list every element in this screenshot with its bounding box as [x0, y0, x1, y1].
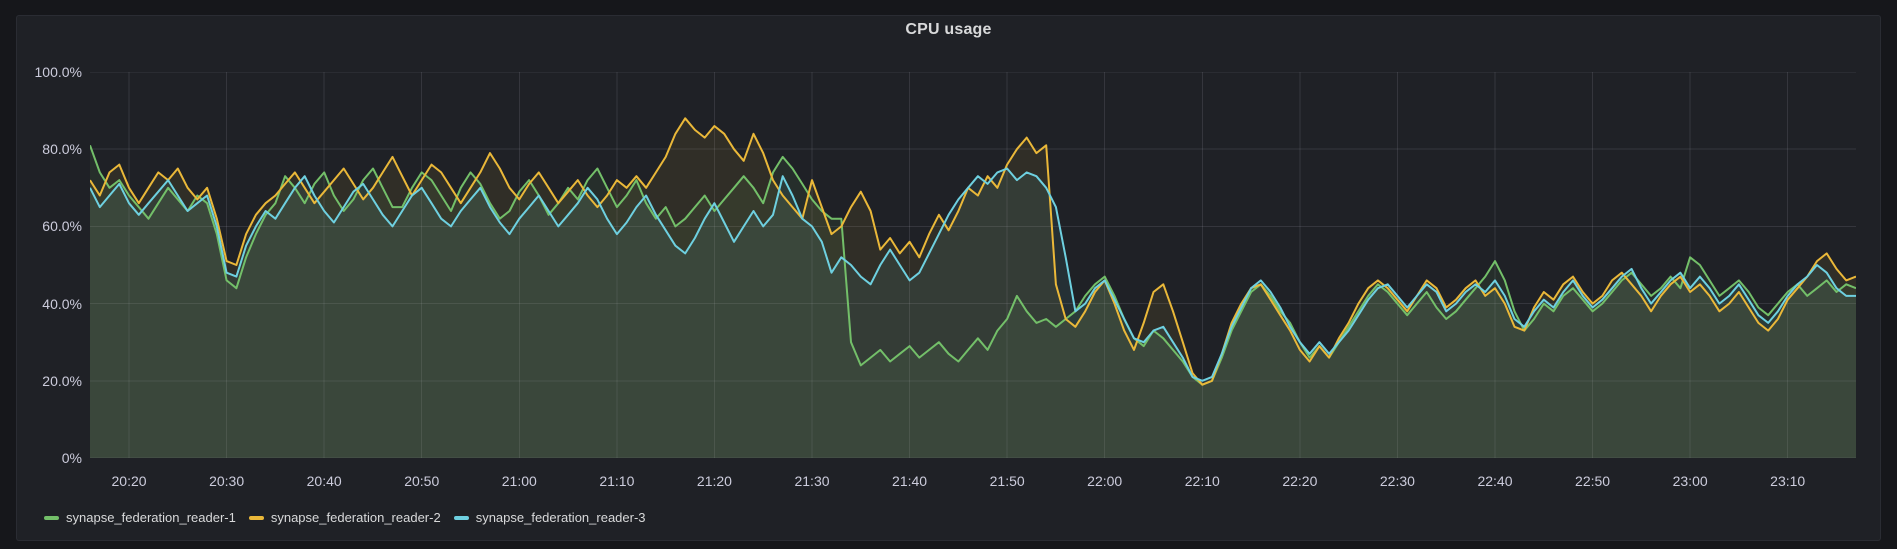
legend-color-swatch-yellow	[248, 516, 264, 520]
x-tick-label: 20:30	[209, 473, 245, 489]
cpu-usage-chart-canvas[interactable]	[90, 72, 1856, 458]
x-tick-label: 21:40	[892, 473, 928, 489]
legend-label: synapse_federation_reader-1	[66, 510, 236, 525]
x-tick-label: 21:20	[696, 473, 732, 489]
legend-color-swatch-green	[44, 516, 59, 520]
legend-item-synapse-federation-reader-1[interactable]: synapse_federation_reader-1	[44, 510, 236, 526]
y-tick-label: 20.0%	[42, 372, 82, 389]
y-tick-label: 100.0%	[34, 64, 82, 80]
x-tick-label: 22:50	[1575, 473, 1611, 489]
series-line-2	[90, 117, 1856, 386]
x-tick-label: 21:00	[501, 473, 537, 489]
legend-label: synapse_federation_reader-2	[270, 510, 441, 525]
y-tick-label: 40.0%	[42, 295, 82, 312]
legend-label: synapse_federation_reader-3	[475, 510, 646, 525]
x-tick-label: 20:40	[306, 473, 342, 489]
x-tick-label: 20:20	[111, 473, 147, 489]
x-tick-label: 23:00	[1672, 473, 1708, 489]
x-tick-label: 21:50	[989, 473, 1025, 489]
x-tick-label: 22:40	[1477, 473, 1513, 489]
y-tick-label: 60.0%	[42, 218, 82, 235]
series-line-3	[90, 167, 1856, 382]
x-tick-label: 22:20	[1282, 473, 1318, 489]
panel-title: CPU usage	[905, 21, 992, 38]
y-tick-label: 0%	[61, 450, 82, 466]
plot-area[interactable]	[90, 72, 1856, 458]
series-line-1	[90, 144, 1856, 386]
series-area-1	[90, 145, 1856, 458]
legend-color-swatch-blue	[453, 516, 469, 520]
y-tick-label: 80.0%	[42, 141, 82, 158]
x-tick-label: 22:10	[1184, 473, 1220, 489]
series-area-3	[90, 168, 1856, 458]
x-tick-label: 23:10	[1770, 473, 1806, 489]
legend-item-synapse-federation-reader-3[interactable]: synapse_federation_reader-3	[453, 510, 646, 526]
x-tick-label: 21:30	[794, 473, 830, 489]
x-tick-label: 22:30	[1379, 473, 1415, 489]
legend: synapse_federation_reader-1 synapse_fede…	[44, 508, 646, 528]
x-tick-label: 20:50	[404, 473, 440, 489]
legend-item-synapse-federation-reader-2[interactable]: synapse_federation_reader-2	[248, 510, 441, 526]
x-tick-label: 21:10	[599, 473, 635, 489]
x-tick-label: 22:00	[1087, 473, 1123, 489]
